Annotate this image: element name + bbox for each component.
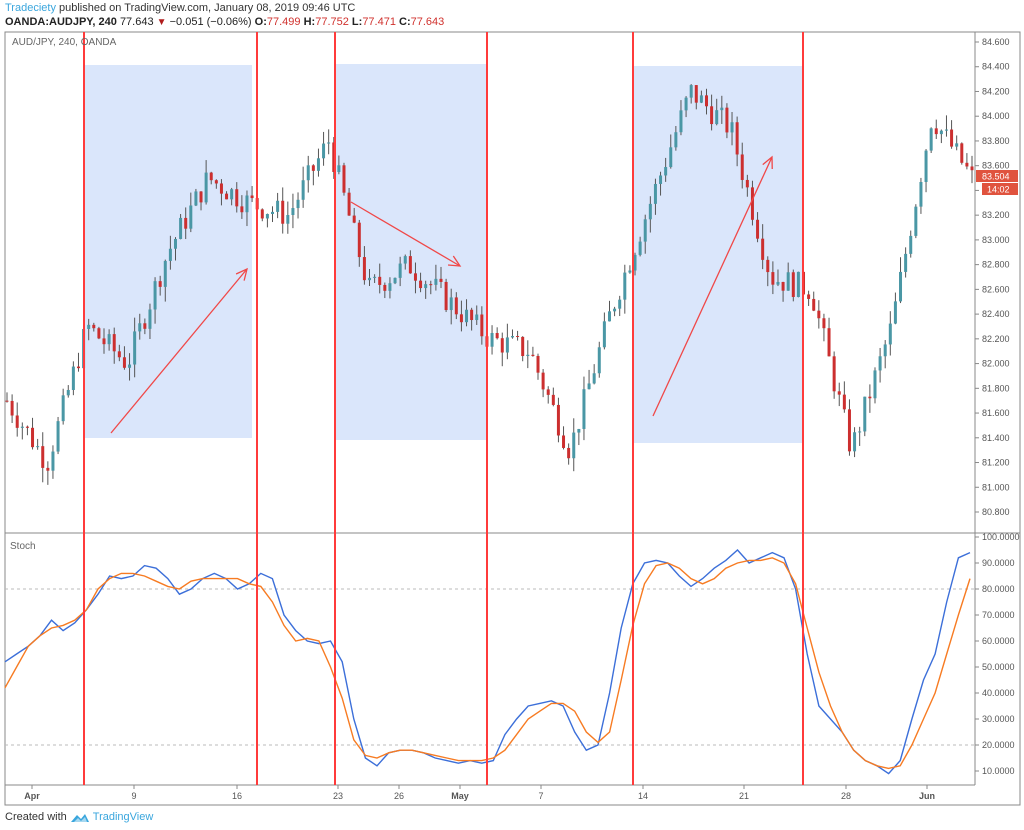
current-price-text: 83.504 [982,172,1010,182]
svg-text:26: 26 [394,791,404,801]
svg-text:82.200: 82.200 [982,334,1010,344]
svg-text:82.400: 82.400 [982,309,1010,319]
tradingview-logo-icon [70,813,89,822]
svg-text:90.0000: 90.0000 [982,558,1015,568]
svg-text:84.000: 84.000 [982,111,1010,121]
svg-text:81.400: 81.400 [982,433,1010,443]
svg-text:16: 16 [232,791,242,801]
svg-text:82.800: 82.800 [982,260,1010,270]
countdown-badge: 14:02 [982,183,1018,195]
symbol-label: OANDA:AUDJPY, 240 [5,16,117,28]
svg-text:60.0000: 60.0000 [982,636,1015,646]
svg-text:30.0000: 30.0000 [982,714,1015,724]
svg-text:100.0000: 100.0000 [982,532,1020,542]
svg-text:20.0000: 20.0000 [982,740,1015,750]
price-change: −0.051 (−0.06%) [169,16,252,28]
svg-text:28: 28 [841,791,851,801]
zone-1 [84,65,252,438]
svg-text:83.200: 83.200 [982,210,1010,220]
svg-text:81.200: 81.200 [982,458,1010,468]
zone-3 [633,66,803,443]
svg-text:80.800: 80.800 [982,507,1010,517]
highlight-zones [84,64,803,443]
publish-info: Tradeciety published on TradingView.com,… [5,2,355,14]
stoch-axis[interactable]: 100.0000 90.0000 80.0000 70.0000 60.0000 50.0… [975,532,1020,776]
svg-text:82.000: 82.000 [982,359,1010,369]
up-arrow-2 [652,155,773,417]
low-value: 77.471 [362,16,396,28]
chart-frame [4,31,1021,806]
svg-text:84.600: 84.600 [982,37,1010,47]
svg-text:7: 7 [538,791,543,801]
open-value: 77.499 [266,16,301,28]
svg-text:84.200: 84.200 [982,86,1010,96]
created-with-text: Created with [5,811,67,823]
current-price-badge: 83.504 [976,170,1018,182]
down-arrow-icon: ▼ [156,17,167,28]
high-value: 77.752 [315,16,349,28]
vertical-marker-lines [83,32,804,785]
svg-text:10.0000: 10.0000 [982,766,1015,776]
svg-text:Jun: Jun [919,791,935,801]
close-value: 77.643 [410,16,445,28]
svg-text:81.800: 81.800 [982,383,1010,393]
svg-text:50.0000: 50.0000 [982,662,1015,672]
svg-text:70.0000: 70.0000 [982,610,1015,620]
tradingview-link[interactable]: TradingView [92,811,154,823]
svg-text:14: 14 [638,791,648,801]
countdown-text: 14:02 [987,185,1010,195]
trend-arrows [110,155,773,434]
high-label: H: [303,16,316,28]
published-text: published on TradingView.com, January 08… [55,2,356,14]
publisher-link[interactable]: Tradeciety [5,2,56,14]
stoch-bands [5,588,975,746]
svg-text:May: May [451,791,469,801]
close-label: C: [399,16,411,28]
price-axis[interactable]: 84.60084.40084.20084.00083.80083.60083.4… [975,37,1010,517]
svg-text:81.000: 81.000 [982,482,1010,492]
open-label: O: [254,16,267,28]
svg-text:83.800: 83.800 [982,136,1010,146]
svg-text:83.600: 83.600 [982,161,1010,171]
svg-text:21: 21 [739,791,749,801]
svg-text:81.600: 81.600 [982,408,1010,418]
low-label: L: [351,16,363,28]
svg-text:9: 9 [131,791,136,801]
svg-text:83.000: 83.000 [982,235,1010,245]
up-arrow-1 [110,267,248,434]
zone-2 [335,64,487,440]
svg-text:82.600: 82.600 [982,284,1010,294]
svg-text:80.0000: 80.0000 [982,584,1015,594]
footer: Created with TradingView [5,811,153,823]
main-pane-title: AUD/JPY, 240, OANDA [12,37,117,48]
svg-text:40.0000: 40.0000 [982,688,1015,698]
svg-text:23: 23 [333,791,343,801]
down-arrow [350,201,462,267]
svg-text:Apr: Apr [24,791,40,801]
symbol-info: OANDA:AUDJPY, 240 77.643 ▼ −0.051 (−0.06… [5,16,444,28]
svg-text:84.400: 84.400 [982,62,1010,72]
candlestick-series [5,84,974,485]
time-axis[interactable]: Apr 9 16 23 26 May 7 14 21 28 Jun [24,785,935,801]
last-price: 77.643 [119,16,154,28]
stoch-pane-title: Stoch [10,541,36,552]
